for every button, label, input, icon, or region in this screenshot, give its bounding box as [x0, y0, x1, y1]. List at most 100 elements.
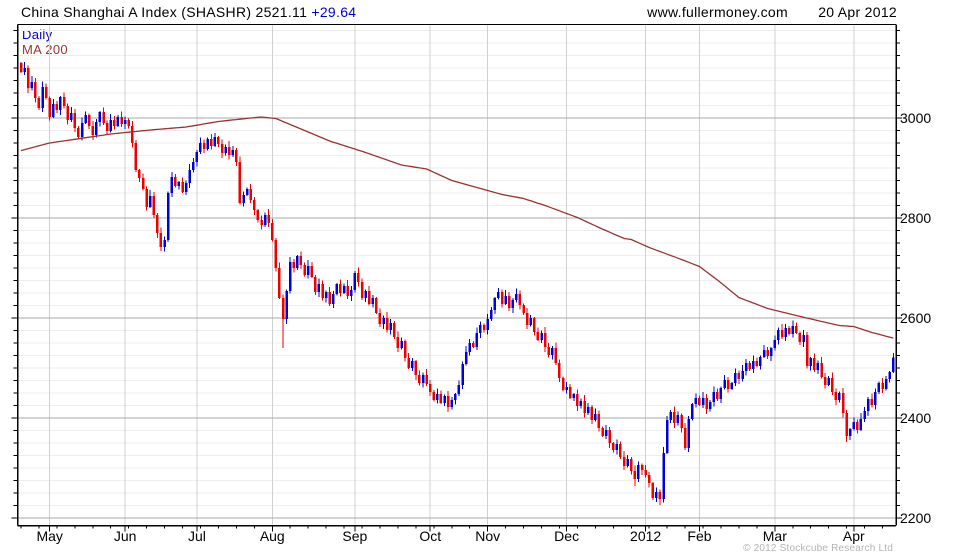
candle-up	[615, 444, 619, 450]
candle-up	[626, 459, 629, 466]
candle-up	[206, 139, 209, 149]
y-axis-label: 2200	[900, 510, 931, 526]
candle-down	[428, 384, 432, 392]
candle-up	[687, 419, 690, 448]
candle-up	[773, 340, 777, 348]
candle-down	[597, 414, 601, 428]
candle-down	[131, 126, 134, 143]
candle-down	[716, 392, 719, 399]
header: China Shanghai A Index (SHASHR) 2521.11 …	[21, 4, 356, 20]
candle-down	[698, 398, 701, 405]
candle-up	[296, 256, 299, 268]
candle-down	[299, 256, 303, 265]
candle-up	[335, 284, 339, 294]
candle-down	[845, 413, 848, 436]
candle-up	[109, 120, 112, 131]
candle-up	[594, 414, 597, 420]
x-axis-label: Nov	[475, 528, 500, 544]
candle-up	[730, 383, 734, 389]
candle-up	[827, 378, 830, 385]
candle-up	[493, 298, 497, 310]
chart-date: 20 Apr 2012	[818, 4, 897, 20]
candle-up	[170, 177, 174, 193]
candle-down	[181, 182, 184, 192]
candle-down	[432, 392, 436, 400]
candle-up	[421, 375, 425, 383]
candle-down	[378, 313, 382, 324]
candle-down	[217, 137, 220, 144]
candle-up	[436, 394, 439, 400]
candle-up	[586, 407, 590, 413]
candle-down	[202, 143, 206, 149]
candle-down	[608, 430, 611, 443]
candle-up	[195, 152, 199, 162]
candle-up	[777, 330, 780, 340]
candle-up	[708, 402, 712, 409]
candle-down	[881, 383, 884, 389]
candle-up	[752, 361, 755, 369]
candle-down	[533, 318, 536, 332]
candle-down	[138, 170, 141, 178]
candle-up	[504, 296, 507, 304]
candle-up	[199, 143, 202, 152]
candle-down	[633, 471, 637, 479]
candle-up	[288, 262, 292, 291]
candle-down	[755, 361, 759, 366]
candle-down	[55, 104, 59, 110]
candle-up	[701, 398, 705, 405]
candle-up	[285, 291, 288, 319]
candle-up	[734, 373, 737, 383]
candle-up	[166, 193, 170, 240]
candle-up	[123, 120, 127, 124]
candle-down	[339, 284, 342, 293]
candle-up	[317, 284, 321, 292]
candle-up	[59, 97, 62, 110]
candle-up	[529, 318, 532, 325]
candle-up	[350, 290, 353, 296]
candle-down	[310, 266, 314, 277]
candle-up	[863, 411, 866, 419]
candle-down	[522, 305, 525, 313]
candle-down	[680, 415, 683, 428]
candle-down	[145, 189, 148, 207]
candle-up	[604, 430, 608, 436]
candle-up	[579, 401, 583, 406]
candle-up	[719, 388, 723, 399]
candle-down	[446, 396, 450, 407]
candle-down	[622, 457, 626, 466]
candle-up	[464, 352, 468, 364]
candle-up	[676, 415, 680, 423]
candle-down	[472, 343, 475, 347]
candle-down	[418, 375, 421, 383]
candle-down	[73, 113, 77, 128]
candle-up	[450, 400, 454, 407]
candle-down	[227, 147, 231, 155]
y-axis-label: 2400	[900, 410, 931, 426]
x-axis-label: Jul	[188, 528, 206, 544]
candle-up	[353, 273, 357, 290]
candle-up	[30, 82, 34, 88]
header-right: www.fullermoney.com 20 Apr 2012	[647, 4, 897, 20]
candle-up	[694, 398, 698, 404]
candle-down	[748, 363, 751, 369]
candle-down	[425, 375, 428, 384]
candle-up	[41, 87, 44, 108]
candle-down	[813, 358, 816, 370]
candle-up	[637, 465, 640, 479]
candle-down	[19, 63, 23, 72]
x-axis-label: Apr	[843, 528, 865, 544]
candle-up	[662, 453, 665, 499]
candle-down	[253, 200, 256, 210]
candle-down	[267, 215, 270, 223]
candle-up	[184, 183, 188, 192]
candle-down	[823, 377, 827, 385]
candle-up	[457, 385, 461, 394]
x-axis-label: Oct	[419, 528, 441, 544]
candle-down	[647, 475, 651, 483]
candle-up	[80, 123, 84, 137]
ma-200-line	[20, 116, 894, 339]
candle-down	[766, 350, 769, 356]
candle-down	[795, 326, 798, 333]
candle-down	[658, 492, 662, 499]
